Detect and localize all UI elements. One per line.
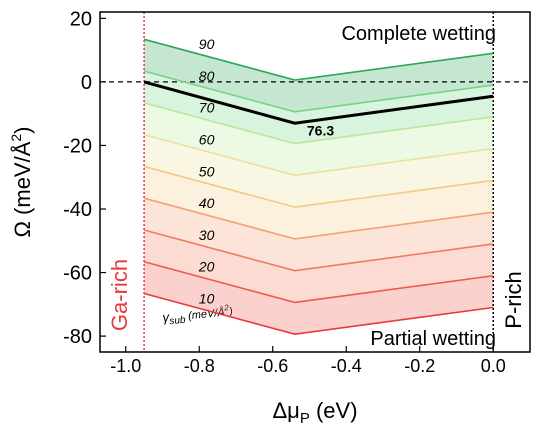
y-tick-label: 0 <box>81 72 92 94</box>
x-tick-label: 0.0 <box>481 356 506 376</box>
y-label-close: ) <box>10 126 35 133</box>
gamma-close: ) <box>227 306 234 319</box>
band-fill <box>144 198 494 271</box>
annotation: Ga-rich <box>107 259 132 331</box>
series-name: 70 <box>199 100 215 116</box>
series-name: 20 <box>198 259 215 275</box>
band-fill <box>144 166 494 239</box>
band-fill <box>144 102 494 176</box>
y-tick-label: -20 <box>63 135 92 157</box>
y-tick-label: 20 <box>70 8 92 30</box>
annotation: Complete wetting <box>341 23 496 45</box>
x-tick-label: -0.4 <box>331 356 362 376</box>
series-line <box>143 292 494 336</box>
series-name: 80 <box>199 68 215 84</box>
y-label-main: Ω (meV/Å <box>10 141 35 237</box>
series-name: 50 <box>199 163 215 179</box>
series-line <box>143 70 494 113</box>
band-fill <box>144 39 494 112</box>
x-label-sub: P <box>300 410 310 427</box>
series-line <box>143 80 494 125</box>
series-line <box>143 197 494 240</box>
gamma: γ <box>162 309 172 325</box>
plot-frame <box>99 11 531 353</box>
x-tick-label: -0.8 <box>184 356 215 376</box>
x-label-unit: (eV) <box>310 398 358 423</box>
series-name: 10 <box>199 290 215 306</box>
y-tick-label: -60 <box>63 263 92 285</box>
series-name: 30 <box>199 227 215 243</box>
series-label: γsub (meV/Å2) <box>162 303 234 328</box>
x-tick-label: -0.6 <box>257 356 288 376</box>
band-fill <box>144 134 494 208</box>
series-line <box>143 260 494 304</box>
series-name: 90 <box>199 36 215 52</box>
series-line <box>143 165 494 208</box>
annotation: P-rich <box>501 271 526 328</box>
y-label-sup: 2 <box>8 134 24 142</box>
series-name: 76.3 <box>307 123 334 139</box>
x-label-main: Δμ <box>272 398 299 423</box>
series-line <box>143 102 494 145</box>
y-tick-label: -80 <box>63 326 92 348</box>
series-line <box>143 38 494 81</box>
series-line <box>143 133 494 177</box>
series-line <box>143 229 494 272</box>
band-fill <box>144 261 494 335</box>
band-fill <box>144 229 494 303</box>
series-name: 60 <box>199 132 215 148</box>
gamma-sup: 2 <box>223 303 230 313</box>
annotation: Partial wetting <box>370 328 496 350</box>
x-axis-title: ΔμP (eV) <box>272 398 357 427</box>
y-axis-title: Ω (meV/Å2) <box>8 126 35 237</box>
x-tick-label: -0.2 <box>404 356 435 376</box>
series-name: 40 <box>199 195 215 211</box>
x-tick-label: -1.0 <box>110 356 141 376</box>
band-fill <box>144 71 494 144</box>
gamma-unit: (meV/Å <box>184 306 225 323</box>
gamma-sub: sub <box>169 315 187 328</box>
y-tick-label: -40 <box>63 199 92 221</box>
